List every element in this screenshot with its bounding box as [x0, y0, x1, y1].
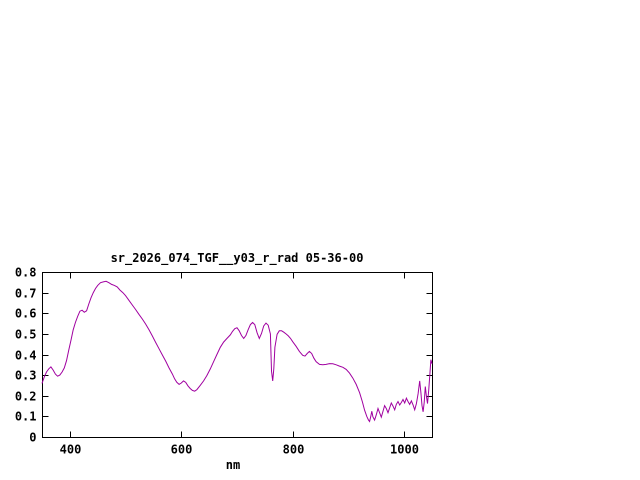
x-tick-label: 800 [283, 443, 305, 457]
series-group [41, 280, 433, 423]
y-tick-label: 0.1 [15, 410, 37, 424]
y-tick-label: 0.6 [15, 307, 37, 321]
y-tick-label: 0.4 [15, 349, 37, 363]
y-tick-label: 0.3 [15, 369, 37, 383]
x-tick-label: 1000 [390, 443, 419, 457]
chart-title: sr_2026_074_TGF__y03_r_rad 05-36-00 [111, 251, 364, 266]
y-tick-label: 0.2 [15, 390, 37, 404]
y-tick-label: 0.5 [15, 328, 37, 342]
spectrum-line [41, 280, 433, 423]
y-tick-label: 0 [29, 431, 36, 445]
x-axis-label: nm [226, 458, 240, 472]
axes: 0 0.1 0.2 0.3 0.4 0.5 0.6 0.7 0.8 400 600 800 1000 [15, 266, 433, 457]
y-tick-label: 0.7 [15, 287, 37, 301]
plot-border [42, 272, 433, 438]
x-tick-label: 600 [171, 443, 193, 457]
y-tick-label: 0.8 [15, 266, 37, 280]
x-tick-label: 400 [60, 443, 82, 457]
